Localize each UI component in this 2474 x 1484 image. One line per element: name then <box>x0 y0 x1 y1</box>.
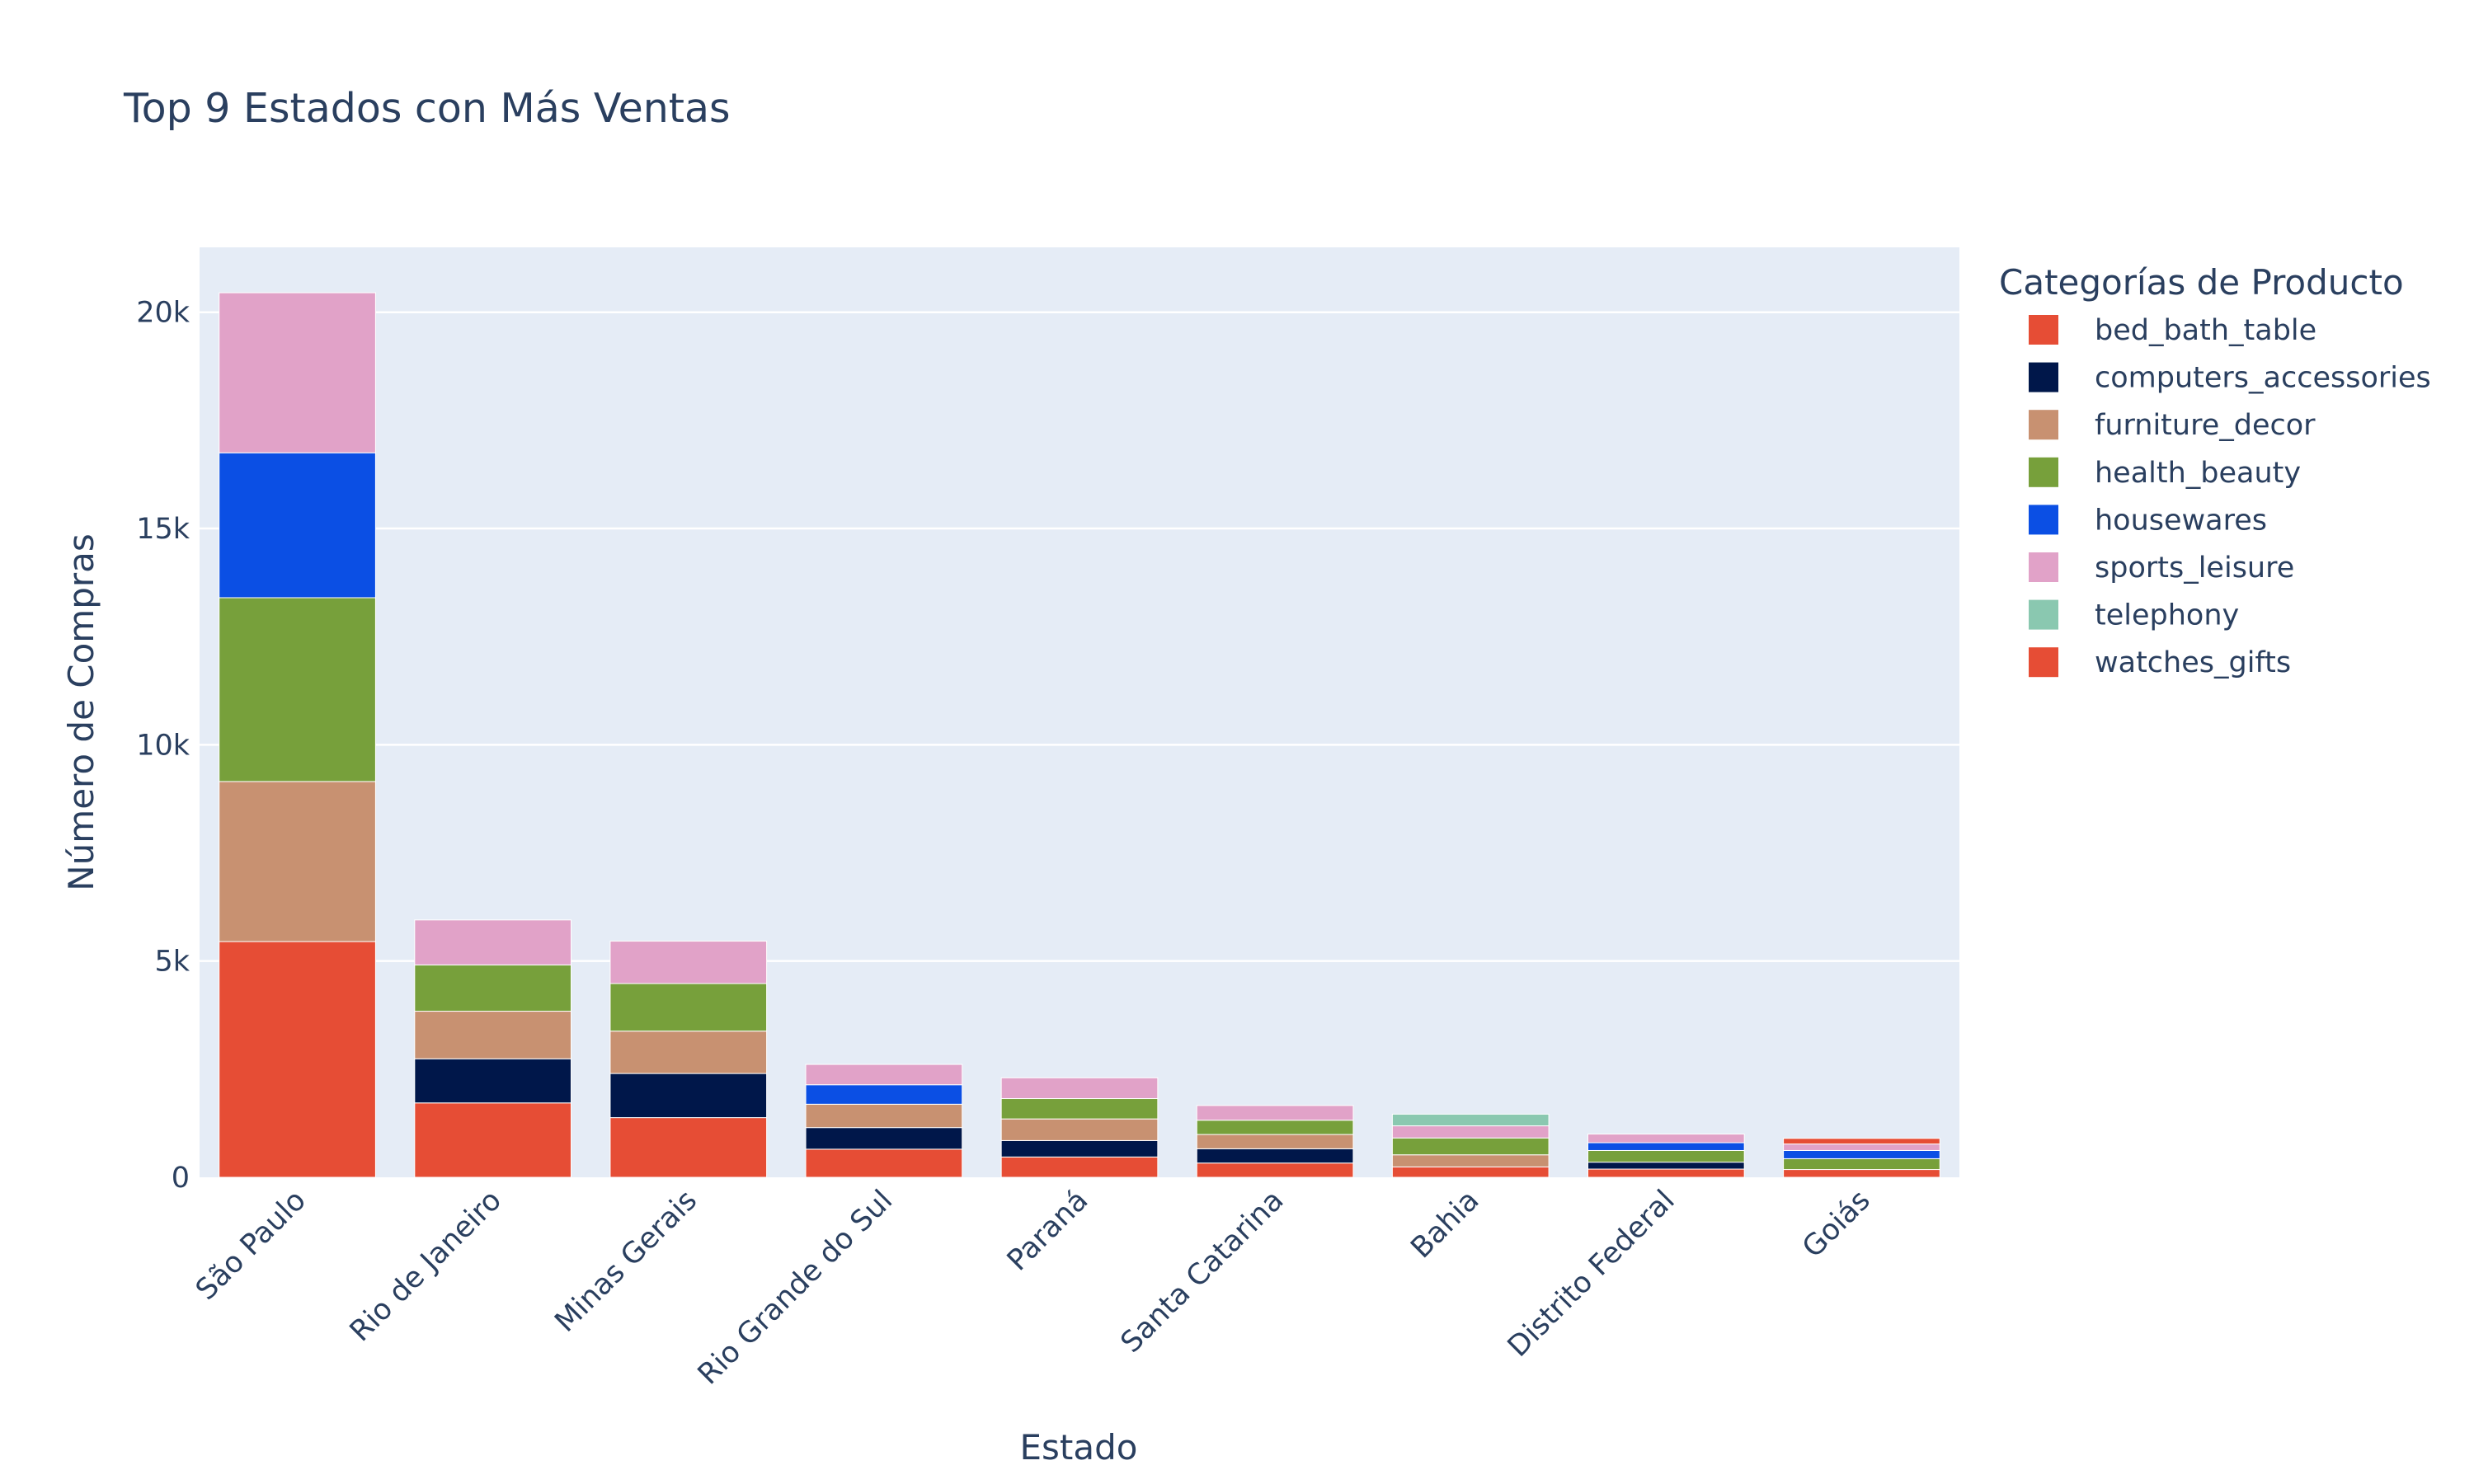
bar-sports_leisure[interactable] <box>1587 1134 1745 1144</box>
bar-health_beauty[interactable] <box>1587 1149 1745 1163</box>
bars <box>219 292 1940 1178</box>
legend-label: health_beauty <box>2095 457 2301 490</box>
bar-computers_accessories[interactable] <box>805 1127 963 1150</box>
legend-label: watches_gifts <box>2095 646 2291 679</box>
x-tick-label: Paraná <box>1001 1184 1094 1277</box>
bar-bed_bath_table[interactable] <box>414 1102 572 1178</box>
legend-item-furniture_decor[interactable]: furniture_decor <box>2029 409 2316 442</box>
legend-item-health_beauty[interactable]: health_beauty <box>2029 457 2301 490</box>
bar-watches_gifts[interactable] <box>1783 1138 1940 1145</box>
bar-furniture_decor[interactable] <box>1196 1134 1354 1149</box>
bar-sports_leisure[interactable] <box>805 1064 963 1086</box>
bar-health_beauty[interactable] <box>1000 1098 1159 1120</box>
bar-housewares[interactable] <box>1587 1142 1745 1151</box>
legend-label: telephony <box>2095 599 2239 632</box>
bar-sports_leisure[interactable] <box>609 941 768 984</box>
legend-item-housewares[interactable]: housewares <box>2029 504 2267 537</box>
legend-label: computers_accessories <box>2095 362 2431 395</box>
legend-label: sports_leisure <box>2095 552 2294 585</box>
legend-item-telephony[interactable]: telephony <box>2029 599 2239 632</box>
y-axis-title: Número de Compras <box>61 533 101 891</box>
bar-health_beauty[interactable] <box>1783 1158 1940 1171</box>
bar-health_beauty[interactable] <box>1391 1137 1550 1156</box>
bar-health_beauty[interactable] <box>1196 1120 1354 1135</box>
bar-computers_accessories[interactable] <box>1196 1148 1354 1164</box>
bar-bed_bath_table[interactable] <box>219 941 376 1178</box>
x-tick-label: Santa Catarina <box>1115 1184 1291 1360</box>
legend-item-bed_bath_table[interactable]: bed_bath_table <box>2029 314 2316 347</box>
legend-swatch <box>2029 599 2058 630</box>
bar-furniture_decor[interactable] <box>1000 1118 1159 1141</box>
bar-computers_accessories[interactable] <box>609 1073 768 1119</box>
x-tick-label: Bahia <box>1404 1184 1485 1265</box>
legend-swatch <box>2029 410 2058 440</box>
bar-bed_bath_table[interactable] <box>609 1117 768 1178</box>
bar-bed_bath_table[interactable] <box>1000 1156 1159 1178</box>
bar-sports_leisure[interactable] <box>1000 1077 1159 1100</box>
legend-swatch <box>2029 315 2058 345</box>
bar-bed_bath_table[interactable] <box>805 1148 963 1178</box>
bar-bed_bath_table[interactable] <box>1783 1169 1940 1178</box>
x-tick-label: Rio de Janeiro <box>344 1184 508 1348</box>
y-tick-label: 15k <box>136 513 190 546</box>
bar-furniture_decor[interactable] <box>1391 1154 1550 1167</box>
bar-computers_accessories[interactable] <box>414 1058 572 1104</box>
y-tick-label: 20k <box>136 297 190 330</box>
bar-health_beauty[interactable] <box>219 597 376 782</box>
bar-sports_leisure[interactable] <box>414 919 572 965</box>
bar-housewares[interactable] <box>1783 1149 1940 1159</box>
bar-housewares[interactable] <box>805 1084 963 1105</box>
bar-furniture_decor[interactable] <box>805 1103 963 1129</box>
bar-computers_accessories[interactable] <box>1000 1139 1159 1158</box>
bar-furniture_decor[interactable] <box>219 781 376 942</box>
x-axis-title: Estado <box>1020 1427 1138 1468</box>
legend-label: housewares <box>2095 504 2267 537</box>
legend-title: Categorías de Producto <box>1999 262 2404 303</box>
legend-label: bed_bath_table <box>2095 314 2316 347</box>
x-tick-label: Goiás <box>1796 1184 1877 1265</box>
bar-telephony[interactable] <box>1391 1113 1550 1127</box>
bar-furniture_decor[interactable] <box>414 1011 572 1059</box>
legend-item-computers_accessories[interactable]: computers_accessories <box>2029 362 2431 395</box>
chart-title: Top 9 Estados con Más Ventas <box>123 85 731 132</box>
legend-label: furniture_decor <box>2095 409 2316 442</box>
bar-bed_bath_table[interactable] <box>1196 1162 1354 1178</box>
bar-computers_accessories[interactable] <box>1587 1162 1745 1170</box>
y-tick-label: 10k <box>136 729 190 762</box>
bar-bed_bath_table[interactable] <box>1391 1166 1550 1178</box>
bar-furniture_decor[interactable] <box>609 1031 768 1074</box>
legend-swatch <box>2029 457 2058 487</box>
bar-sports_leisure[interactable] <box>1783 1144 1940 1151</box>
legend-swatch <box>2029 552 2058 582</box>
y-tick-label: 5k <box>154 946 190 979</box>
y-tick-label: 0 <box>172 1162 190 1195</box>
bar-sports_leisure[interactable] <box>1391 1125 1550 1139</box>
x-tick-label: São Paulo <box>190 1184 313 1307</box>
legend-swatch <box>2029 505 2058 535</box>
legend-item-sports_leisure[interactable]: sports_leisure <box>2029 552 2294 585</box>
legend-swatch <box>2029 647 2058 678</box>
bar-sports_leisure[interactable] <box>219 292 376 453</box>
bar-housewares[interactable] <box>219 452 376 599</box>
legend[interactable]: bed_bath_table computers_accessoriesfurni… <box>2029 314 2431 679</box>
bar-health_beauty[interactable] <box>414 964 572 1012</box>
bar-health_beauty[interactable] <box>609 983 768 1032</box>
legend-swatch <box>2029 362 2058 392</box>
x-tick-label: Distrito Federal <box>1502 1184 1681 1364</box>
legend-item-watches_gifts[interactable]: watches_gifts <box>2029 646 2291 679</box>
bar-bed_bath_table[interactable] <box>1587 1168 1745 1178</box>
bar-sports_leisure[interactable] <box>1196 1105 1354 1121</box>
x-tick-label: Minas Gerais <box>548 1184 703 1339</box>
x-tick-label: Rio Grande do Sul <box>692 1184 899 1391</box>
y-axis-ticks: 0 5k 10k 15k 20k <box>136 297 190 1195</box>
